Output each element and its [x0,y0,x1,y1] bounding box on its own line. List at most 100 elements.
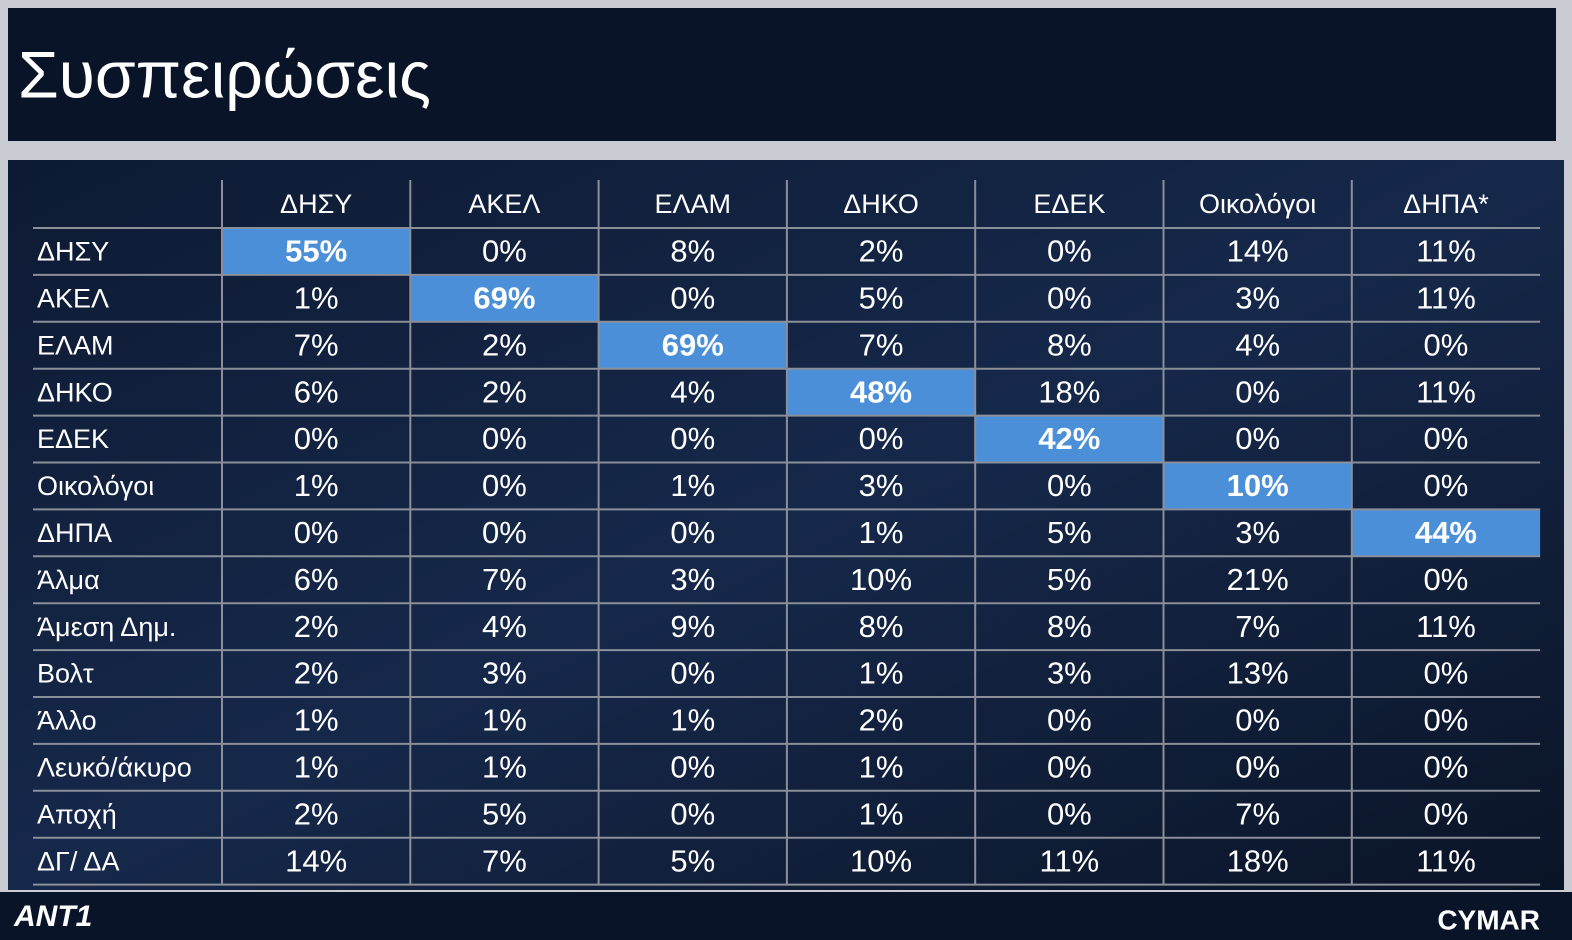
cell-value: 48% [850,374,912,409]
cell-value: 3% [670,562,715,597]
cell-value: 7% [1235,609,1280,644]
cell-value: 1% [670,703,715,738]
column-header: ΔΗΣΥ [280,189,352,219]
cell-value: 0% [294,515,339,550]
cell-value: 1% [670,468,715,503]
cell-value: 2% [482,374,527,409]
column-header: ΔΗΠΑ* [1403,189,1489,219]
cell-value: 8% [859,609,904,644]
cell-value: 0% [1424,562,1469,597]
cell-value: 5% [1047,515,1092,550]
column-header: Οικολόγοι [1199,189,1316,219]
cell-value: 42% [1038,421,1100,456]
row-label: Άλλο [37,706,97,736]
row-label: ΔΗΚΟ [37,377,113,407]
cell-value: 7% [482,843,527,878]
cell-value: 0% [482,421,527,456]
cell-value: 0% [670,796,715,831]
cell-value: 3% [1235,281,1280,316]
row-label: ΔΗΠΑ [37,518,112,548]
cell-value: 6% [294,374,339,409]
cell-value: 0% [1424,327,1469,362]
cell-value: 0% [294,421,339,456]
cell-value: 1% [294,281,339,316]
cell-value: 3% [859,468,904,503]
cell-value: 0% [1424,796,1469,831]
row-label: ΔΓ/ ΔΑ [37,846,119,876]
cell-value: 4% [1235,327,1280,362]
cell-value: 21% [1227,562,1289,597]
cell-value: 0% [1235,421,1280,456]
row-label: Άμεση Δημ. [37,612,176,642]
cell-value: 11% [1416,843,1476,878]
cell-value: 0% [670,421,715,456]
cell-value: 18% [1227,843,1289,878]
cell-value: 0% [1424,750,1469,785]
cell-value: 1% [294,703,339,738]
cell-value: 0% [670,750,715,785]
highlight-cell [410,274,599,322]
cell-value: 0% [1424,656,1469,691]
cell-value: 9% [670,609,715,644]
highlight-cell [222,228,411,275]
cell-value: 10% [850,562,912,597]
cell-value: 18% [1038,374,1100,409]
cell-value: 1% [859,515,904,550]
row-label: Οικολόγοι [37,471,154,501]
cell-value: 2% [859,703,904,738]
cell-value: 0% [859,421,904,456]
cell-value: 0% [1235,703,1280,738]
title: Συσπειρώσεις [18,37,431,111]
cell-value: 0% [1424,468,1469,503]
row-label: ΔΗΣΥ [37,237,109,267]
highlight-cell [975,415,1164,463]
cell-value: 1% [482,703,527,738]
highlight-cell [598,321,787,369]
cell-value: 3% [482,656,527,691]
cell-value: 6% [294,562,339,597]
cell-value: 1% [482,750,527,785]
cell-value: 2% [294,656,339,691]
cell-value: 7% [859,327,904,362]
cell-value: 2% [859,234,904,269]
footer-bar [0,892,1572,940]
cell-value: 7% [1235,796,1280,831]
cell-value: 3% [1047,656,1092,691]
cell-value: 7% [294,327,339,362]
cell-value: 44% [1415,515,1477,550]
cell-value: 5% [1047,562,1092,597]
cell-value: 14% [1227,234,1289,269]
cell-value: 11% [1416,374,1476,409]
row-label: Βολτ [37,659,94,689]
cell-value: 0% [482,468,527,503]
cell-value: 0% [482,515,527,550]
cell-value: 2% [482,327,527,362]
cell-value: 11% [1416,281,1476,316]
cell-value: 8% [1047,609,1092,644]
cell-value: 5% [482,796,527,831]
cell-value: 13% [1227,656,1289,691]
cell-value: 11% [1416,609,1476,644]
cell-value: 5% [670,843,715,878]
cell-value: 2% [294,796,339,831]
logo-right: CYMAR [1437,904,1540,935]
row-label: ΑΚΕΛ [37,283,109,313]
column-header: ΕΔΕΚ [1033,189,1105,219]
row-label: Αποχή [37,799,117,829]
row-label: Άλμα [37,565,100,595]
cell-value: 0% [1047,281,1092,316]
cell-value: 0% [1235,750,1280,785]
cell-value: 11% [1039,843,1099,878]
cell-value: 0% [1047,234,1092,269]
cell-value: 0% [670,281,715,316]
cell-value: 0% [1047,750,1092,785]
cell-value: 0% [1235,374,1280,409]
cell-value: 3% [1235,515,1280,550]
cell-value: 1% [294,468,339,503]
cell-value: 0% [1424,421,1469,456]
cell-value: 11% [1416,234,1476,269]
row-label: Λευκό/άκυρο [37,752,192,782]
title-bar [8,8,1556,141]
